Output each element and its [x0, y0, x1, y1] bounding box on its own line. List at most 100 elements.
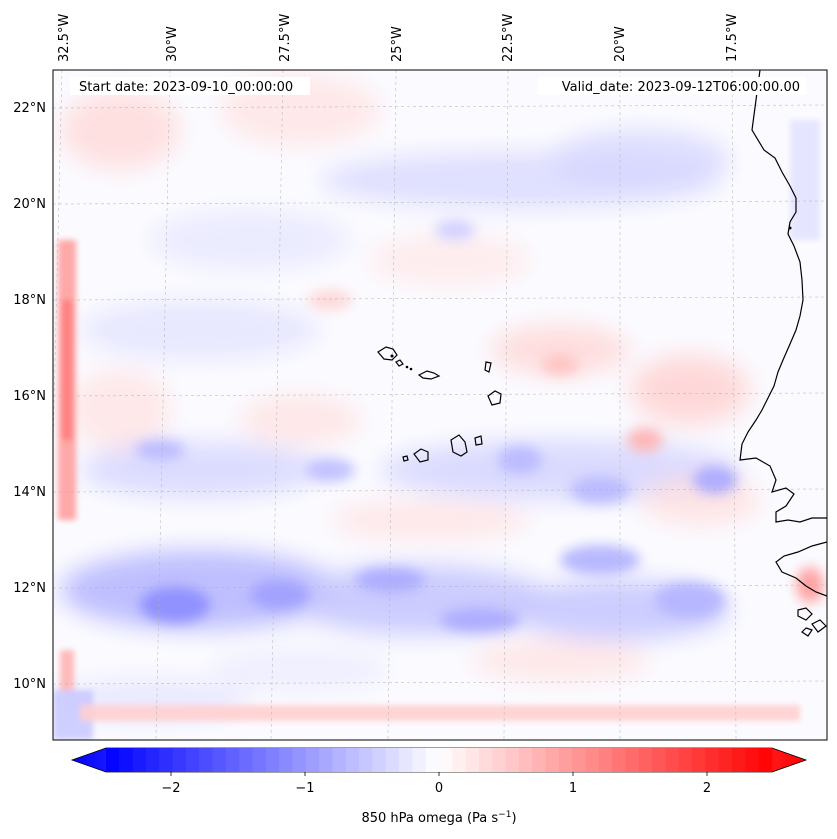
- island-boa-vista: [487, 390, 502, 406]
- africa-coastline: [739, 70, 827, 523]
- valid-date-label: Valid_date: 2023-09-12T06:00:00.00: [562, 80, 800, 95]
- island-maio: [474, 435, 483, 446]
- colorbar-steps: [106, 748, 773, 772]
- coastlines: [377, 70, 827, 637]
- longitude-labels: 32.5°W 30°W 27.5°W 25°W 22.5°W 20°W 17.5…: [57, 14, 740, 62]
- colorbar-step: [505, 748, 520, 772]
- start-date-label: Start date: 2023-09-10_00:00:00: [79, 80, 293, 95]
- latitude-labels: 22°N 20°N 18°N 16°N 14°N 12°N 10°N: [13, 101, 46, 692]
- colorbar-step: [545, 748, 560, 772]
- colorbar-step: [492, 748, 506, 772]
- valid-date-box: [538, 77, 806, 95]
- colorbar-step: [159, 748, 173, 772]
- island-santiago: [450, 434, 468, 457]
- island-santo-antao: [377, 346, 398, 361]
- colorbar-step: [265, 748, 280, 772]
- lon-label-27-5w: 27.5°W: [278, 14, 293, 62]
- bissau-islands: [797, 607, 827, 637]
- colorbar-step: [332, 748, 347, 772]
- island-fogo: [413, 448, 429, 463]
- omega-field: [53, 70, 827, 740]
- colorbar: −2 −1 0 1 2 850 hPa omega (Pa s−1): [70, 747, 808, 826]
- start-date-box: [70, 77, 310, 95]
- colorbar-step: [385, 748, 400, 772]
- colorbar-step: [625, 748, 640, 772]
- colorbar-step: [638, 748, 653, 772]
- lon-label-32-5w: 32.5°W: [57, 14, 72, 62]
- islet: [405, 365, 409, 369]
- lat-label-22n: 22°N: [13, 101, 46, 116]
- colorbar-step: [106, 748, 120, 772]
- small-islets: [390, 226, 792, 371]
- cbar-tick-label: −1: [295, 781, 314, 796]
- lat-label-20n: 20°N: [13, 197, 46, 212]
- colorbar-step: [598, 748, 613, 772]
- colorbar-step: [692, 748, 706, 772]
- colorbar-tick-labels: −2 −1 0 1 2: [161, 781, 711, 796]
- islet: [390, 354, 394, 358]
- colorbar-step: [678, 748, 693, 772]
- colorbar-step: [478, 748, 493, 772]
- colorbar-step: [372, 748, 387, 772]
- colorbar-step: [732, 748, 746, 772]
- lon-label-20w: 20°W: [613, 26, 628, 62]
- cbar-tick-label: 1: [569, 781, 577, 796]
- islet: [788, 226, 792, 230]
- colorbar-step: [585, 748, 600, 772]
- lon-label-22-5w: 22.5°W: [501, 14, 516, 62]
- africa-coastline-south: [775, 541, 827, 597]
- colorbar-step: [132, 748, 147, 772]
- colorbar-step: [745, 748, 759, 772]
- lat-label-18n: 18°N: [13, 293, 46, 308]
- colorbar-ticks: [170, 772, 708, 776]
- lat-label-10n: 10°N: [13, 677, 46, 692]
- colorbar-step: [345, 748, 360, 772]
- colorbar-step: [172, 748, 187, 772]
- colorbar-step: [305, 748, 320, 772]
- cbar-tick-label: 0: [435, 781, 443, 796]
- island-brava: [402, 455, 409, 462]
- colorbar-step: [465, 748, 480, 772]
- colorbar-step: [518, 748, 533, 772]
- colorbar-step: [665, 748, 680, 772]
- colorbar-step: [319, 748, 333, 772]
- colorbar-step: [199, 748, 213, 772]
- lat-label-14n: 14°N: [13, 485, 46, 500]
- island-sal: [484, 361, 492, 373]
- colorbar-step: [399, 748, 413, 772]
- colorbar-step: [652, 748, 666, 772]
- colorbar-step: [145, 748, 160, 772]
- colorbar-step: [292, 748, 307, 772]
- colorbar-step: [718, 748, 733, 772]
- colorbar-step: [185, 748, 200, 772]
- cbar-tick-label: 2: [703, 781, 711, 796]
- colorbar-step: [758, 748, 773, 772]
- lon-label-25w: 25°W: [390, 26, 405, 62]
- lon-label-17-5w: 17.5°W: [725, 14, 740, 62]
- colorbar-step: [532, 748, 546, 772]
- colorbar-step: [558, 748, 573, 772]
- colorbar-step: [252, 748, 267, 772]
- colorbar-step: [705, 748, 720, 772]
- colorbar-step: [425, 748, 440, 772]
- colorbar-step: [412, 748, 426, 772]
- colorbar-step: [439, 748, 453, 772]
- colorbar-step: [359, 748, 373, 772]
- colorbar-step: [119, 748, 133, 772]
- lon-label-30w: 30°W: [165, 26, 180, 62]
- colorbar-step: [212, 748, 227, 772]
- island-sao-nicolau: [417, 370, 441, 380]
- lat-label-12n: 12°N: [13, 581, 46, 596]
- map-frame: [52, 69, 828, 741]
- island-sao-vicente: [395, 359, 404, 367]
- colorbar-step: [572, 748, 586, 772]
- colorbar-step: [239, 748, 253, 772]
- colorbar-step: [452, 748, 466, 772]
- colorbar-step: [225, 748, 240, 772]
- graticule: [53, 70, 827, 740]
- cbar-tick-label: −2: [161, 781, 180, 796]
- lat-label-16n: 16°N: [13, 389, 46, 404]
- islet: [409, 367, 413, 371]
